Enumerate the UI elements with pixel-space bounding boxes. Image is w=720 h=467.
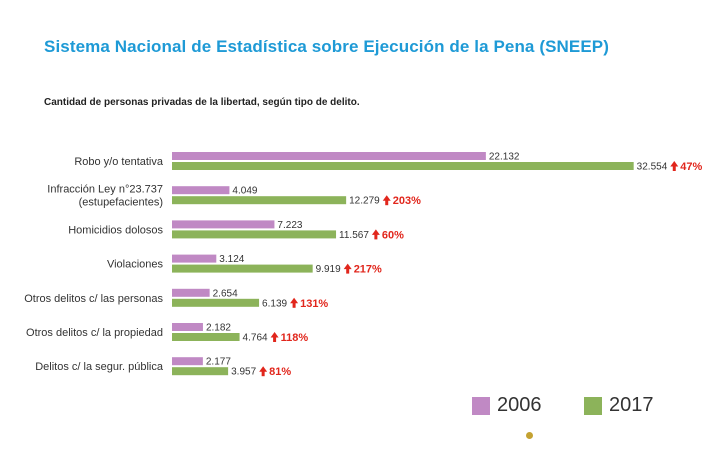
up-arrow-icon <box>259 366 268 377</box>
bar-2017 <box>172 196 347 205</box>
bar-2006 <box>172 357 203 366</box>
up-arrow-icon <box>371 229 380 240</box>
bar-2017 <box>172 230 337 239</box>
value-label-2006: 22.132 <box>489 152 520 163</box>
legend-swatch-2006 <box>472 396 490 415</box>
value-label-2006: 2.182 <box>206 323 231 334</box>
value-label-2017: 32.554 <box>637 162 668 173</box>
legend-item-2006: 2006 <box>472 394 542 417</box>
category-label: (estupefacientes) <box>79 197 163 209</box>
category-label: Robo y/o tentativa <box>74 156 164 168</box>
up-arrow-icon <box>343 263 352 274</box>
change-percent-label: 118% <box>281 332 309 344</box>
bar-2006 <box>172 323 203 331</box>
legend-label-2017: 2017 <box>609 394 654 416</box>
value-label-2017: 4.764 <box>243 333 268 344</box>
change-percent-label: 217% <box>354 264 382 276</box>
category-label: Infracción Ley n°23.737 <box>47 184 163 196</box>
value-label-2006: 3.124 <box>219 254 244 265</box>
chart-title: Cantidad de personas privadas de la libe… <box>44 97 360 108</box>
legend-label-2006: 2006 <box>497 394 542 416</box>
category-label: Otros delitos c/ las personas <box>24 293 163 305</box>
change-percent-label: 60% <box>382 229 404 241</box>
value-label-2006: 2.654 <box>213 288 238 299</box>
legend-item-2017: 2017 <box>584 394 654 417</box>
change-percent-label: 203% <box>393 195 421 207</box>
bar-2006 <box>172 254 217 263</box>
bar-2006 <box>172 288 210 297</box>
change-percent-label: 47% <box>680 161 702 173</box>
value-label-2006: 2.177 <box>206 357 231 368</box>
bar-2006 <box>172 220 275 229</box>
up-arrow-icon <box>670 161 679 171</box>
bar-2006 <box>172 152 486 160</box>
category-label: Delitos c/ la segur. pública <box>35 361 164 373</box>
decorative-dot <box>526 432 533 439</box>
up-arrow-icon <box>290 297 299 308</box>
category-label: Otros delitos c/ la propiedad <box>26 327 163 339</box>
change-percent-label: 81% <box>269 366 291 378</box>
bar-2017 <box>172 298 260 307</box>
change-percent-label: 131% <box>300 298 328 310</box>
category-label: Homicidios dolosos <box>68 224 163 236</box>
legend-swatch-2017 <box>584 396 602 415</box>
bar-2006 <box>172 186 230 195</box>
up-arrow-icon <box>382 195 391 206</box>
category-label: Violaciones <box>107 259 164 271</box>
bar-2017 <box>172 162 634 170</box>
up-arrow-icon <box>270 332 279 342</box>
bar-2017 <box>172 264 313 273</box>
value-label-2017: 3.957 <box>231 367 256 378</box>
page-title: Sistema Nacional de Estadística sobre Ej… <box>44 37 609 56</box>
value-label-2017: 6.139 <box>262 298 287 309</box>
bar-2017 <box>172 333 240 341</box>
value-label-2017: 11.567 <box>339 230 369 241</box>
value-label-2017: 9.919 <box>316 264 341 275</box>
bar-2017 <box>172 367 229 376</box>
value-label-2017: 12.279 <box>349 196 380 207</box>
value-label-2006: 7.223 <box>277 220 302 231</box>
value-label-2006: 4.049 <box>232 186 257 197</box>
